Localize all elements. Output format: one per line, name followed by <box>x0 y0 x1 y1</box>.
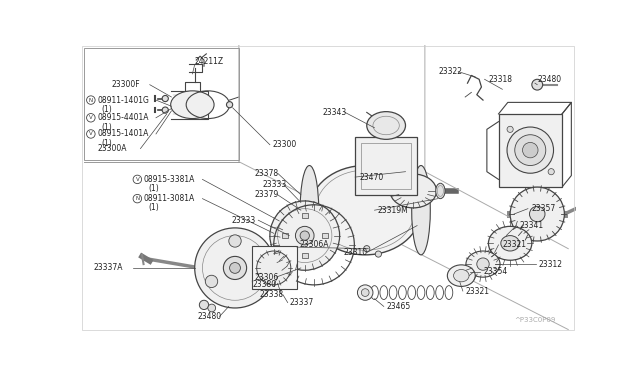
Text: 23357: 23357 <box>531 204 556 213</box>
Text: 23300: 23300 <box>272 140 296 149</box>
Ellipse shape <box>230 263 241 273</box>
Ellipse shape <box>205 275 218 288</box>
Bar <box>282 233 288 238</box>
Text: 08915-1401A: 08915-1401A <box>97 129 148 138</box>
Text: (1): (1) <box>148 184 159 193</box>
Bar <box>499 114 562 187</box>
Ellipse shape <box>436 183 445 199</box>
Text: V: V <box>89 131 93 137</box>
Ellipse shape <box>229 235 241 247</box>
Text: 23333: 23333 <box>232 216 256 225</box>
Ellipse shape <box>171 91 214 119</box>
Bar <box>362 143 411 189</box>
Ellipse shape <box>296 226 314 245</box>
Text: V: V <box>89 115 93 120</box>
Text: 23306: 23306 <box>254 273 278 282</box>
Bar <box>322 233 328 238</box>
Text: 23337A: 23337A <box>94 263 124 272</box>
Ellipse shape <box>257 251 291 285</box>
Ellipse shape <box>488 226 532 260</box>
Text: N: N <box>135 196 140 201</box>
Ellipse shape <box>532 79 543 90</box>
Ellipse shape <box>358 285 373 300</box>
Text: 23343: 23343 <box>323 108 347 117</box>
Text: 23321: 23321 <box>466 286 490 295</box>
Text: (1): (1) <box>148 203 159 212</box>
Text: 23300F: 23300F <box>111 80 140 89</box>
Text: 23310: 23310 <box>344 248 367 257</box>
Text: 23379: 23379 <box>254 190 278 199</box>
Text: 23306A: 23306A <box>300 240 329 249</box>
Ellipse shape <box>223 256 246 279</box>
Ellipse shape <box>507 127 554 173</box>
Ellipse shape <box>300 166 319 255</box>
Text: N: N <box>89 97 93 103</box>
Ellipse shape <box>522 142 538 158</box>
Text: 23470: 23470 <box>359 173 383 182</box>
Text: (1): (1) <box>102 122 113 132</box>
Bar <box>301 253 308 258</box>
Ellipse shape <box>162 96 168 102</box>
Text: ^P33C0P09: ^P33C0P09 <box>514 317 556 323</box>
Text: 23321: 23321 <box>502 240 526 249</box>
Bar <box>301 213 308 218</box>
Text: (1): (1) <box>102 139 113 148</box>
Text: 08915-3381A: 08915-3381A <box>143 175 195 184</box>
Ellipse shape <box>466 251 500 277</box>
Ellipse shape <box>548 169 554 175</box>
Ellipse shape <box>390 174 436 208</box>
Ellipse shape <box>501 235 520 251</box>
Text: 23354: 23354 <box>483 267 508 276</box>
Ellipse shape <box>270 201 340 270</box>
Text: 23380: 23380 <box>252 280 276 289</box>
Ellipse shape <box>375 251 381 257</box>
Ellipse shape <box>309 166 421 255</box>
Ellipse shape <box>412 166 430 255</box>
Text: 23322: 23322 <box>438 67 462 76</box>
Ellipse shape <box>507 126 513 132</box>
Ellipse shape <box>195 228 275 308</box>
Text: 23300A: 23300A <box>97 144 127 153</box>
Ellipse shape <box>199 300 209 310</box>
Text: 23480: 23480 <box>198 312 222 321</box>
Bar <box>355 137 417 195</box>
Text: 24211Z: 24211Z <box>195 57 224 66</box>
Text: 23333: 23333 <box>263 180 287 189</box>
Text: 23378: 23378 <box>254 169 278 178</box>
Ellipse shape <box>477 258 489 270</box>
Bar <box>252 246 297 289</box>
Ellipse shape <box>364 246 370 252</box>
Ellipse shape <box>529 206 545 222</box>
Ellipse shape <box>510 187 564 241</box>
Ellipse shape <box>367 112 406 140</box>
Text: 23341: 23341 <box>520 221 543 230</box>
Text: 23312: 23312 <box>539 260 563 269</box>
Text: (1): (1) <box>102 105 113 114</box>
Text: 08911-1401G: 08911-1401G <box>97 96 149 105</box>
Text: 08911-3081A: 08911-3081A <box>143 194 195 203</box>
Bar <box>84 48 239 160</box>
Ellipse shape <box>208 304 216 312</box>
Ellipse shape <box>162 107 168 113</box>
Ellipse shape <box>227 102 233 108</box>
Ellipse shape <box>515 135 546 166</box>
Text: 23318: 23318 <box>488 75 513 84</box>
Text: 23338: 23338 <box>260 291 284 299</box>
Text: 08915-4401A: 08915-4401A <box>97 113 148 122</box>
Ellipse shape <box>447 265 476 286</box>
Ellipse shape <box>454 269 469 282</box>
Text: 23465: 23465 <box>386 302 410 311</box>
Text: 23319M: 23319M <box>378 206 408 215</box>
Ellipse shape <box>362 289 369 296</box>
Text: V: V <box>136 177 140 182</box>
Ellipse shape <box>252 275 265 288</box>
Text: 23480: 23480 <box>537 75 561 84</box>
Ellipse shape <box>300 231 309 240</box>
Text: 23337: 23337 <box>289 298 314 307</box>
